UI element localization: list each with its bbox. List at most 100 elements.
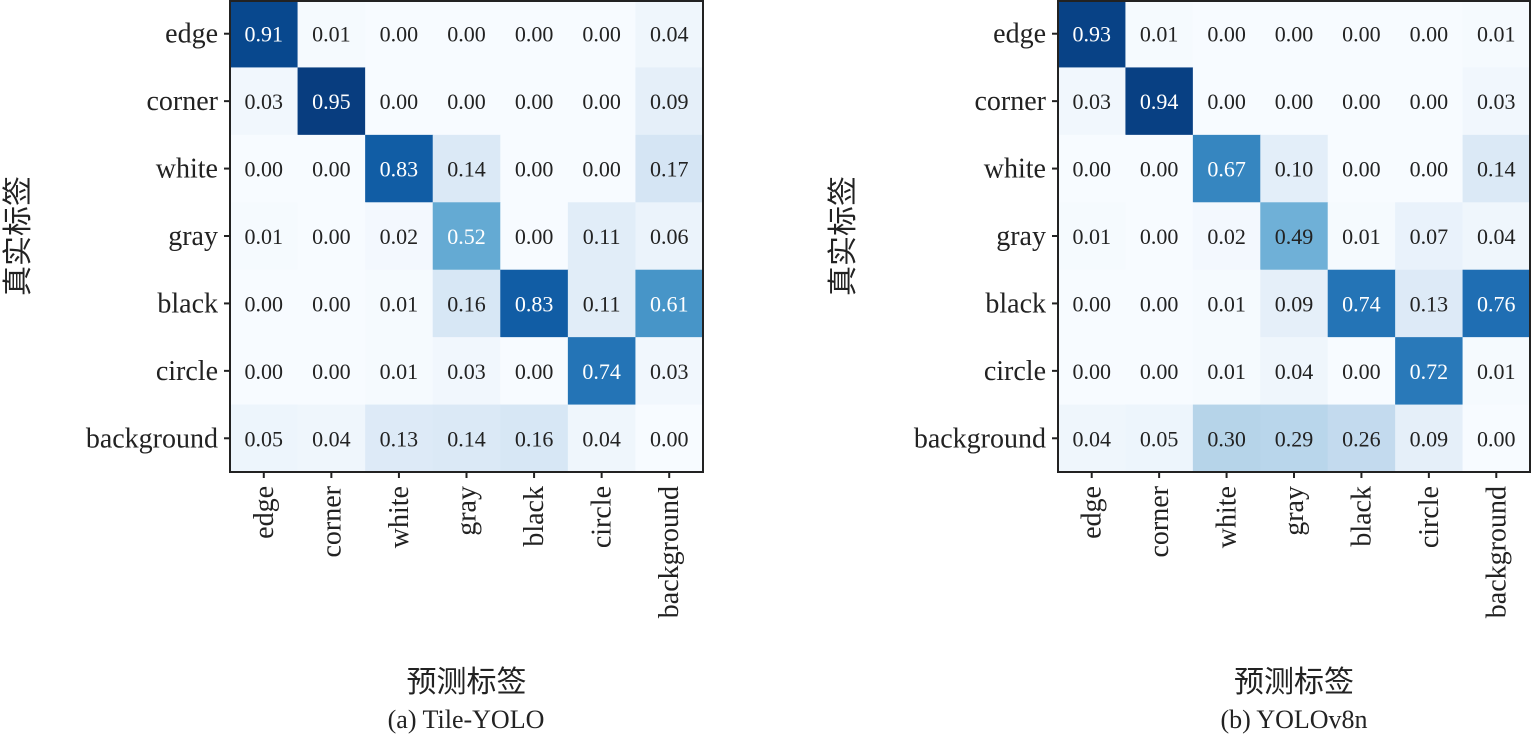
- y-tick-label: circle: [156, 356, 218, 387]
- cell-value-label: 0.83: [380, 157, 419, 182]
- cell-value-label: 0.00: [1140, 157, 1179, 182]
- x-axis-label: 预测标签: [407, 666, 527, 699]
- heatmap-cell: [1058, 202, 1126, 271]
- heatmap-cell: [1462, 404, 1531, 473]
- cell-value-label: 0.14: [447, 426, 486, 451]
- heatmap-cell: [1192, 337, 1261, 406]
- panel-caption: (a) Tile-YOLO: [388, 705, 545, 734]
- panel-caption: (b) YOLOv8n: [1220, 705, 1367, 734]
- heatmap-cell: [1125, 67, 1194, 136]
- heatmap-cell: [432, 0, 501, 68]
- cell-value-label: 0.00: [515, 224, 554, 249]
- y-tick-label: gray: [168, 221, 218, 252]
- heatmap-cell: [297, 404, 366, 473]
- cell-value-label: 0.00: [1072, 291, 1111, 316]
- cell-value-label: 0.00: [1072, 359, 1111, 384]
- cell-value-label: 0.00: [1342, 157, 1381, 182]
- heatmap-cell: [567, 134, 636, 203]
- cell-value-label: 0.14: [447, 157, 486, 182]
- y-tick-label: edge: [993, 19, 1046, 50]
- cell-value-label: 0.00: [1410, 22, 1449, 47]
- heatmap-cell: [1260, 337, 1329, 406]
- x-axis-label: 预测标签: [1234, 666, 1354, 699]
- heatmap-cell: [365, 67, 434, 136]
- heatmap-cell: [297, 67, 366, 136]
- cell-value-label: 0.01: [1477, 22, 1516, 47]
- cell-value-label: 0.00: [1342, 89, 1381, 114]
- heatmap-cell: [500, 269, 569, 338]
- heatmap-cell: [1462, 202, 1531, 271]
- heatmap-cell: [365, 0, 434, 68]
- heatmap-cell: [1395, 67, 1464, 136]
- cell-value-label: 0.02: [380, 224, 419, 249]
- heatmap-cell: [567, 202, 636, 271]
- heatmap-cell: [500, 404, 569, 473]
- heatmap-cell: [365, 269, 434, 338]
- heatmap-cell: [1192, 404, 1261, 473]
- heatmap-cell: [1058, 0, 1126, 68]
- heatmap-cell: [1260, 202, 1329, 271]
- cell-value-label: 0.03: [447, 359, 486, 384]
- x-tick-label: circle: [1414, 486, 1445, 548]
- cell-value-label: 0.16: [447, 291, 486, 316]
- heatmap-cell: [297, 134, 366, 203]
- heatmap-cell: [432, 134, 501, 203]
- y-tick-label: black: [157, 288, 218, 319]
- y-tick-label: corner: [146, 86, 218, 117]
- heatmap-cell: [297, 269, 366, 338]
- cell-value-label: 0.49: [1275, 224, 1314, 249]
- heatmap-cell: [1395, 0, 1464, 68]
- x-tick-label: corner: [316, 485, 347, 557]
- heatmap-cell: [1327, 0, 1396, 68]
- cell-value-label: 0.13: [380, 426, 419, 451]
- heatmap-cell: [500, 134, 569, 203]
- cell-value-label: 0.13: [1410, 291, 1449, 316]
- heatmap-cell: [1058, 134, 1126, 203]
- heatmap-cell: [1327, 202, 1396, 271]
- cell-value-label: 0.76: [1477, 291, 1516, 316]
- cell-value-label: 0.29: [1275, 426, 1314, 451]
- cell-value-label: 0.74: [582, 359, 621, 384]
- cell-value-label: 0.00: [1342, 359, 1381, 384]
- x-tick-label: corner: [1144, 485, 1175, 557]
- heatmap-cell: [635, 202, 704, 271]
- heatmap-cell: [635, 134, 704, 203]
- cell-value-label: 0.05: [1140, 426, 1179, 451]
- x-tick-label: white: [384, 486, 415, 548]
- heatmap-cell: [1327, 404, 1396, 473]
- heatmap-cell: [1395, 337, 1464, 406]
- cell-value-label: 0.83: [515, 291, 554, 316]
- heatmap-cell: [230, 134, 299, 203]
- cell-value-label: 0.03: [1072, 89, 1111, 114]
- heatmap-cell: [1395, 202, 1464, 271]
- cell-value-label: 0.03: [245, 89, 284, 114]
- cell-value-label: 0.01: [1207, 359, 1246, 384]
- cell-value-label: 0.07: [1410, 224, 1449, 249]
- heatmap-cell: [297, 0, 366, 68]
- cell-value-label: 0.09: [1410, 426, 1449, 451]
- cell-value-label: 0.03: [650, 359, 689, 384]
- heatmap-cell: [1125, 269, 1194, 338]
- heatmap-cell: [1462, 134, 1531, 203]
- cell-value-label: 0.10: [1275, 157, 1314, 182]
- heatmap-cell: [230, 404, 299, 473]
- cell-value-label: 0.00: [245, 157, 284, 182]
- heatmap-cell: [635, 67, 704, 136]
- cell-value-label: 0.00: [582, 89, 621, 114]
- heatmap-cell: [1462, 269, 1531, 338]
- cell-value-label: 0.00: [312, 291, 351, 316]
- heatmap-cell: [1462, 67, 1531, 136]
- cell-value-label: 0.61: [650, 291, 689, 316]
- cell-value-label: 0.01: [245, 224, 284, 249]
- heatmap-cell: [432, 202, 501, 271]
- cell-value-label: 0.00: [1207, 89, 1246, 114]
- cell-value-label: 0.00: [380, 89, 419, 114]
- cell-value-label: 0.04: [312, 426, 351, 451]
- heatmap-cell: [500, 337, 569, 406]
- cell-value-label: 0.00: [1140, 359, 1179, 384]
- cell-value-label: 0.00: [1410, 157, 1449, 182]
- heatmap-cell: [567, 67, 636, 136]
- x-tick-label: background: [654, 486, 685, 618]
- y-tick-label: background: [86, 423, 218, 454]
- cell-value-label: 0.00: [380, 22, 419, 47]
